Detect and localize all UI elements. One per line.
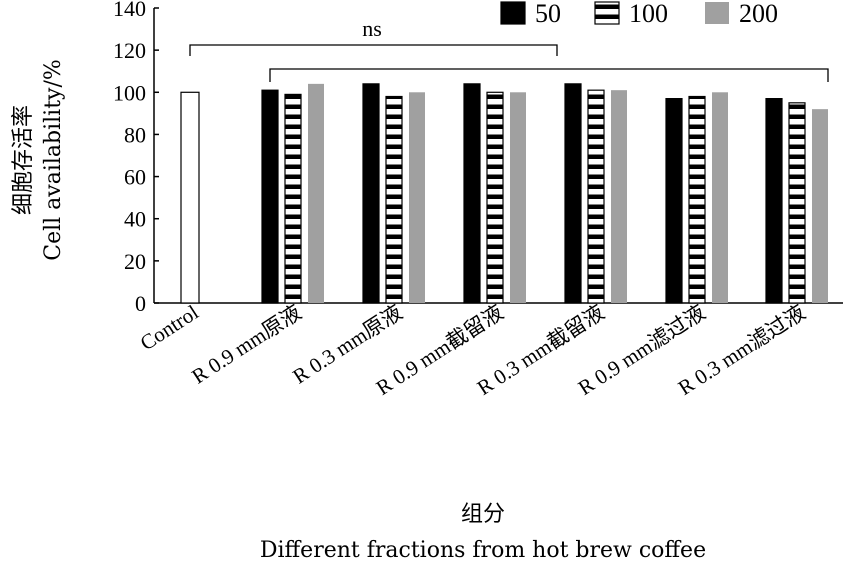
y-tick-label: 100 bbox=[113, 80, 146, 105]
y-axis-title-en: Cell availability/% bbox=[41, 59, 66, 261]
bar-50 bbox=[362, 83, 380, 304]
legend-label-200: 200 bbox=[739, 0, 778, 28]
bars bbox=[180, 83, 828, 304]
bar-100 bbox=[788, 102, 806, 304]
legend-swatch-200 bbox=[705, 2, 729, 24]
bar-100 bbox=[385, 95, 403, 304]
significance-brackets: ns bbox=[189, 16, 829, 82]
bar-200 bbox=[409, 92, 425, 304]
y-tick-label: 140 bbox=[113, 0, 146, 21]
x-tick-label: R 0.9 mm原液 bbox=[187, 300, 305, 388]
legend-label-100: 100 bbox=[629, 0, 668, 28]
bar-50 bbox=[665, 98, 683, 304]
ns-bracket-top bbox=[189, 44, 558, 56]
bar-200 bbox=[812, 109, 828, 304]
legend-swatch-100 bbox=[594, 1, 620, 25]
y-tick-label: 80 bbox=[124, 122, 146, 147]
bar-50 bbox=[564, 83, 582, 304]
y-tick-label: 60 bbox=[124, 165, 146, 190]
bar-100 bbox=[688, 95, 706, 304]
ns-label: ns bbox=[362, 16, 382, 41]
bar-100 bbox=[284, 93, 302, 304]
y-ticks: 0 20 40 60 80 100 120 140 bbox=[113, 0, 159, 316]
bar-100 bbox=[180, 91, 200, 304]
bar-100 bbox=[486, 91, 504, 304]
bar-200 bbox=[712, 92, 728, 304]
bar-50 bbox=[463, 83, 481, 304]
legend: 50 100 200 bbox=[500, 0, 778, 28]
legend-swatch-50 bbox=[500, 1, 526, 25]
y-tick-label: 40 bbox=[124, 207, 146, 232]
bar-200 bbox=[611, 90, 627, 303]
bar-50 bbox=[765, 98, 783, 304]
legend-label-50: 50 bbox=[535, 0, 561, 28]
y-tick-label: 0 bbox=[135, 291, 146, 316]
ns-bracket-bottom bbox=[269, 68, 829, 82]
bar-200 bbox=[308, 83, 324, 303]
y-tick-label: 120 bbox=[113, 38, 146, 63]
x-axis-title-cn: 组分 bbox=[461, 502, 505, 527]
bar-100 bbox=[587, 89, 605, 304]
y-axis-title-cn: 细胞存活率 bbox=[11, 105, 36, 215]
x-axis-title-en: Different fractions from hot brew coffee bbox=[260, 538, 706, 562]
bar-200 bbox=[510, 92, 526, 304]
bar-50 bbox=[261, 89, 279, 304]
y-tick-label: 20 bbox=[124, 249, 146, 274]
